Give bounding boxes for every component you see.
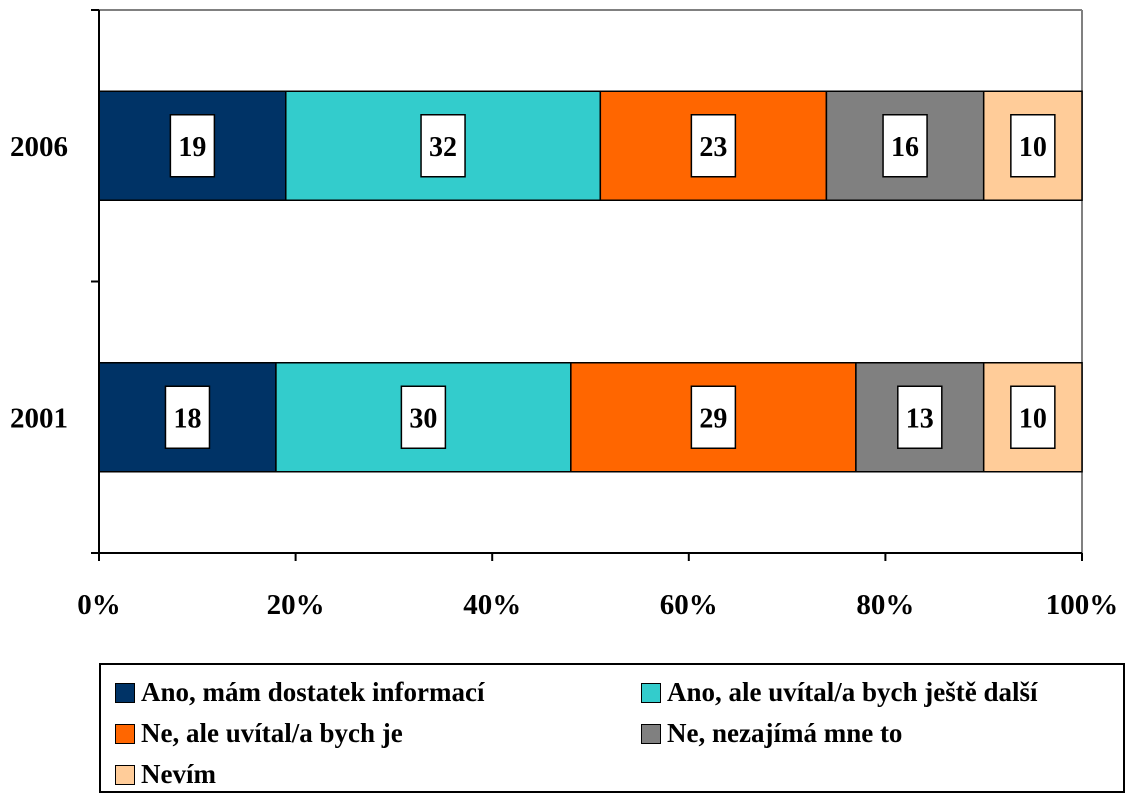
- legend-label: Nevím: [141, 759, 216, 789]
- data-label: 30: [409, 403, 437, 434]
- data-label-box: [882, 114, 928, 178]
- data-label: 16: [891, 132, 919, 163]
- legend-swatch: [641, 682, 661, 703]
- legend-swatch: [641, 723, 661, 744]
- legend: Ano, mám dostatek informací Ano, ale uvít…: [99, 663, 1125, 793]
- data-label: 19: [178, 132, 206, 163]
- data-label: 10: [1019, 403, 1047, 434]
- legend-label: Ne, ale uvítal/a bych je: [141, 718, 403, 748]
- legend-item: Ne, nezajímá mne to: [641, 718, 902, 749]
- legend-item: Ne, ale uvítal/a bych je: [115, 718, 403, 749]
- x-tick-label: 40%: [463, 589, 521, 621]
- data-label-box: [169, 114, 216, 178]
- legend-swatch: [115, 723, 135, 744]
- bars: [98, 90, 1083, 473]
- data-label-box: [690, 385, 737, 449]
- labels: 19 32 23 16 10 2006 18 30 29 13 10 2001: [10, 114, 1056, 449]
- legend-label: Ano, ale uvítal/a bych ještě další: [667, 677, 1038, 707]
- legend-item: Ano, ale uvítal/a bych ještě další: [641, 677, 1038, 708]
- x-tick-label: 0%: [77, 589, 121, 621]
- data-label-box: [420, 114, 466, 178]
- legend-label: Ne, nezajímá mne to: [667, 718, 903, 748]
- data-label: 29: [699, 403, 727, 434]
- legend-swatch: [115, 764, 135, 785]
- legend-swatch: [115, 682, 135, 703]
- legend-label: Ano, mám dostatek informací: [141, 677, 485, 707]
- x-tick-label: 60%: [660, 589, 718, 621]
- data-label-box: [164, 385, 211, 449]
- data-label: 23: [699, 132, 727, 163]
- data-label-box: [1010, 385, 1056, 449]
- data-label-box: [400, 385, 447, 449]
- data-label: 32: [429, 132, 457, 163]
- data-label-box: [897, 385, 943, 449]
- x-tick-label: 80%: [856, 589, 914, 621]
- data-label: 18: [173, 403, 201, 434]
- data-label: 10: [1019, 132, 1047, 163]
- data-label-box: [1010, 114, 1056, 178]
- category-label: 2001: [10, 402, 68, 434]
- axes: 0% 20% 40% 60% 80% 100%: [77, 9, 1119, 621]
- data-label-box: [690, 114, 737, 178]
- legend-item: Nevím: [115, 759, 216, 790]
- x-tick-label: 20%: [267, 589, 325, 621]
- x-tick-label: 100%: [1046, 589, 1119, 621]
- legend-item: Ano, mám dostatek informací: [115, 677, 484, 708]
- data-label: 13: [906, 403, 934, 434]
- category-label: 2006: [10, 131, 68, 163]
